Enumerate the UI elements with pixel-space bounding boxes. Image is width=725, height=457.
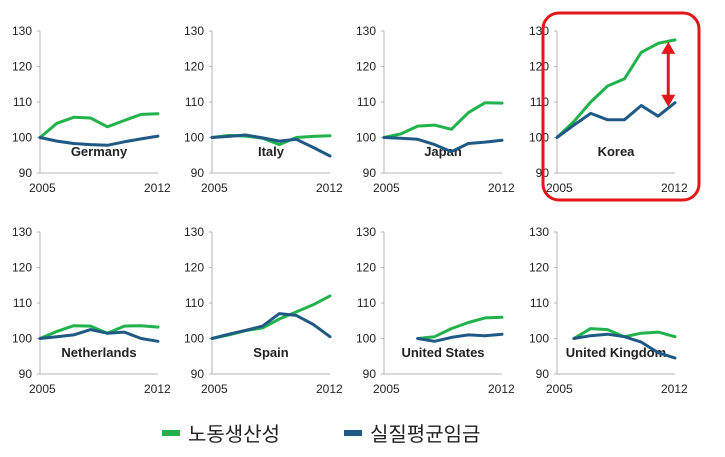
y-tick-label: 110 xyxy=(357,95,376,109)
y-tick-label: 90 xyxy=(363,367,377,381)
y-tick-label: 90 xyxy=(19,367,33,381)
series-line-productivity xyxy=(382,101,504,139)
y-tick-label: 120 xyxy=(356,261,376,275)
y-tick-label: 120 xyxy=(356,60,376,74)
legend-label-productivity: 노동생산성 xyxy=(188,422,280,446)
panel-title: Netherlands xyxy=(61,345,136,360)
series-line-productivity xyxy=(210,294,332,340)
highlight-frame xyxy=(541,11,701,202)
y-tick-label: 110 xyxy=(357,296,376,310)
panel-title: Germany xyxy=(71,144,128,159)
series-line-wage xyxy=(572,332,677,360)
y-tick-label: 110 xyxy=(185,95,204,109)
panel-spain: 90 100 110 120 130 2005 2012 Spain xyxy=(184,225,343,396)
y-tick-label: 130 xyxy=(184,24,204,38)
series-line-productivity xyxy=(38,112,160,139)
x-tick-label: 2005 xyxy=(546,382,573,396)
panel-title: Korea xyxy=(598,144,636,159)
y-tick-label: 100 xyxy=(184,131,204,145)
y-tick-label: 90 xyxy=(19,166,33,180)
x-tick-label: 2012 xyxy=(661,181,688,195)
x-tick-label: 2012 xyxy=(661,382,688,396)
y-tick-label: 120 xyxy=(12,60,32,74)
x-tick-label: 2012 xyxy=(488,181,515,195)
panel-germany: 90 100 110 120 130 2005 2012 Germany xyxy=(12,24,171,195)
x-tick-label: 2005 xyxy=(201,382,228,396)
y-tick-label: 100 xyxy=(356,332,376,346)
x-tick-label: 2005 xyxy=(373,181,400,195)
panel-italy: 90 100 110 120 130 2005 2012 Italy xyxy=(184,24,343,195)
panel-title: United States xyxy=(401,345,484,360)
legend-label-wage: 실질평균임금 xyxy=(370,422,481,446)
y-tick-label: 120 xyxy=(184,261,204,275)
y-tick-label: 120 xyxy=(529,60,549,74)
legend-swatch-productivity xyxy=(162,429,180,436)
x-tick-label: 2005 xyxy=(29,181,56,195)
y-tick-label: 130 xyxy=(529,24,549,38)
panel-title: Japan xyxy=(424,144,462,159)
y-tick-label: 90 xyxy=(363,166,377,180)
legend-swatch-wage xyxy=(344,429,362,436)
series-line-productivity xyxy=(416,315,504,340)
series-line-wage xyxy=(210,133,332,158)
x-tick-label: 2012 xyxy=(316,181,343,195)
series-line-wage xyxy=(210,312,332,340)
y-tick-label: 100 xyxy=(184,332,204,346)
y-tick-label: 110 xyxy=(530,95,549,109)
x-tick-label: 2005 xyxy=(373,382,400,396)
y-tick-label: 130 xyxy=(184,225,204,239)
y-tick-label: 130 xyxy=(12,24,32,38)
y-tick-label: 130 xyxy=(356,225,376,239)
series-line-productivity xyxy=(38,324,160,340)
y-tick-label: 130 xyxy=(529,225,549,239)
series-line-wage xyxy=(38,328,160,343)
x-tick-label: 2012 xyxy=(316,382,343,396)
y-tick-label: 130 xyxy=(356,24,376,38)
series-line-wage xyxy=(382,136,504,154)
x-tick-label: 2012 xyxy=(488,382,515,396)
y-tick-label: 130 xyxy=(12,225,32,239)
legend: 노동생산성 실질평균임금 xyxy=(0,418,725,448)
y-tick-label: 90 xyxy=(191,367,205,381)
y-tick-label: 100 xyxy=(12,131,32,145)
series-line-wage xyxy=(416,332,504,343)
series-line-wage xyxy=(555,101,677,139)
panel-united-kingdom: 90 100 110 120 130 2005 2012 United Kingdom xyxy=(529,225,688,396)
y-tick-label: 110 xyxy=(13,95,32,109)
y-tick-label: 90 xyxy=(191,166,205,180)
panel-united-states: 90 100 110 120 130 2005 2012 United States xyxy=(356,225,515,396)
panel-title: Italy xyxy=(258,144,285,159)
x-tick-label: 2012 xyxy=(144,382,171,396)
y-tick-label: 100 xyxy=(529,131,549,145)
y-tick-label: 110 xyxy=(530,296,549,310)
charts-svg: 90 100 110 120 130 2005 2012 Germany 90 100 110 120… xyxy=(12,11,701,396)
y-tick-label: 90 xyxy=(536,367,550,381)
series-line-productivity xyxy=(555,38,677,139)
legend-item-wage: 실질평균임금 xyxy=(344,418,480,447)
y-tick-label: 110 xyxy=(13,296,32,310)
y-tick-label: 100 xyxy=(529,332,549,346)
gap-arrow-head-up xyxy=(661,41,676,54)
x-tick-label: 2005 xyxy=(201,181,228,195)
x-tick-label: 2005 xyxy=(546,181,573,195)
gap-arrow-head-down xyxy=(661,94,676,107)
panel-netherlands: 90 100 110 120 130 2005 2012 Netherlands xyxy=(12,225,171,396)
panel-japan: 90 100 110 120 130 2005 2012 Japan xyxy=(356,24,515,195)
x-tick-label: 2012 xyxy=(144,181,171,195)
y-tick-label: 120 xyxy=(529,261,549,275)
y-tick-label: 100 xyxy=(356,131,376,145)
y-tick-label: 120 xyxy=(12,261,32,275)
y-tick-label: 110 xyxy=(185,296,204,310)
y-tick-label: 120 xyxy=(184,60,204,74)
panel-title: Spain xyxy=(253,345,288,360)
y-tick-label: 100 xyxy=(12,332,32,346)
series-line-wage xyxy=(38,134,160,147)
legend-item-productivity: 노동생산성 xyxy=(162,418,280,447)
panel-title: United Kingdom xyxy=(566,345,666,360)
x-tick-label: 2005 xyxy=(29,382,56,396)
